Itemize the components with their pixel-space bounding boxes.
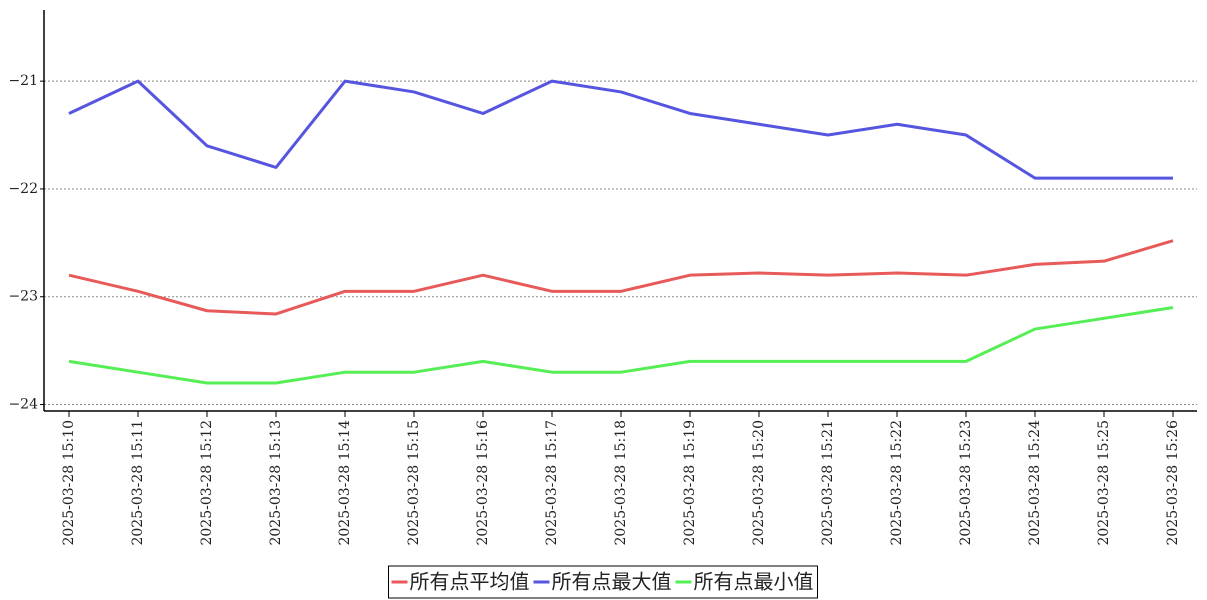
x-tick-label: 2025-03-28 15:26 xyxy=(1165,420,1181,546)
series-line xyxy=(68,239,1174,316)
x-tick-label: 2025-03-28 15:12 xyxy=(199,420,215,546)
x-tick-label: 2025-03-28 15:21 xyxy=(820,420,836,546)
x-tick-label: 2025-03-28 15:18 xyxy=(613,420,629,546)
x-tick-label: 2025-03-28 15:22 xyxy=(889,420,905,546)
legend-label: 所有点最小值 xyxy=(694,570,814,594)
legend-label: 所有点最大值 xyxy=(552,570,672,594)
x-tick-label: 2025-03-28 15:25 xyxy=(1096,420,1112,546)
y-tick-label: −22 xyxy=(8,181,38,197)
series-line xyxy=(68,79,1173,180)
x-tick-label: 2025-03-28 15:24 xyxy=(1027,420,1043,546)
series-line xyxy=(68,306,1174,385)
legend: 所有点平均值 所有点最大值 所有点最小值 xyxy=(388,565,818,599)
x-tick-label: 2025-03-28 15:19 xyxy=(682,420,698,546)
x-tick-label: 2025-03-28 15:13 xyxy=(268,420,284,546)
legend-box xyxy=(388,565,818,599)
y-tick-label: −24 xyxy=(8,397,38,413)
x-tick-label: 2025-03-28 15:14 xyxy=(337,420,353,546)
x-tick-label: 2025-03-28 15:16 xyxy=(475,420,491,546)
x-tick-label: 2025-03-28 15:17 xyxy=(544,420,560,546)
y-tick-label: −21 xyxy=(8,73,38,89)
y-tick-label: −23 xyxy=(8,289,38,305)
legend-label: 所有点平均值 xyxy=(410,570,530,594)
x-tick-label: 2025-03-28 15:20 xyxy=(751,420,767,546)
x-tick-label: 2025-03-28 15:15 xyxy=(406,420,422,546)
x-tick-label: 2025-03-28 15:23 xyxy=(958,420,974,546)
x-tick-label: 2025-03-28 15:11 xyxy=(130,420,146,546)
x-tick-label: 2025-03-28 15:10 xyxy=(61,420,77,546)
